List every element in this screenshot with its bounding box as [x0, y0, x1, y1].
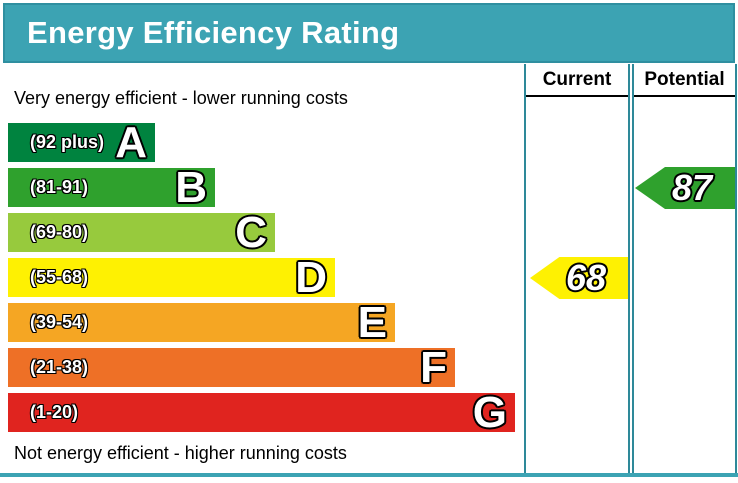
band-range-label: (1-20) [30, 402, 79, 422]
band-range-label: (21-38) [30, 357, 89, 377]
band-letter: A [115, 118, 147, 167]
band-letter: C [235, 208, 267, 257]
rating-band: (39-54) E [8, 298, 395, 347]
potential-column: Potential [632, 64, 737, 475]
band-letter: D [295, 253, 327, 302]
rating-band: (69-80) C [8, 208, 275, 257]
current-column-header: Current [526, 64, 628, 97]
top-caption: Very energy efficient - lower running co… [14, 88, 348, 108]
rating-band: (1-20) G [8, 388, 515, 437]
rating-band: (21-38) F [8, 343, 455, 392]
band-range-label: (92 plus) [30, 132, 105, 152]
potential-rating-value: 87 [671, 167, 713, 208]
current-rating-value: 68 [565, 257, 607, 298]
chart-title: Energy Efficiency Rating [27, 15, 400, 50]
band-range-label: (81-91) [30, 177, 89, 197]
rating-band: (92 plus) A [8, 118, 155, 167]
band-range-label: (39-54) [30, 312, 89, 332]
bottom-caption: Not energy efficient - higher running co… [14, 443, 347, 463]
band-range-label: (69-80) [30, 222, 89, 242]
band-letter: F [420, 343, 447, 392]
band-letter: G [472, 388, 507, 437]
band-range-label: (55-68) [30, 267, 89, 287]
rating-band: (81-91) B [8, 163, 215, 212]
bottom-border-line [0, 473, 738, 477]
chart-title-band: Energy Efficiency Rating [3, 3, 735, 63]
band-letter: E [357, 298, 387, 347]
rating-band: (55-68) D [8, 253, 335, 302]
potential-column-header: Potential [634, 64, 735, 97]
band-letter: B [175, 163, 207, 212]
